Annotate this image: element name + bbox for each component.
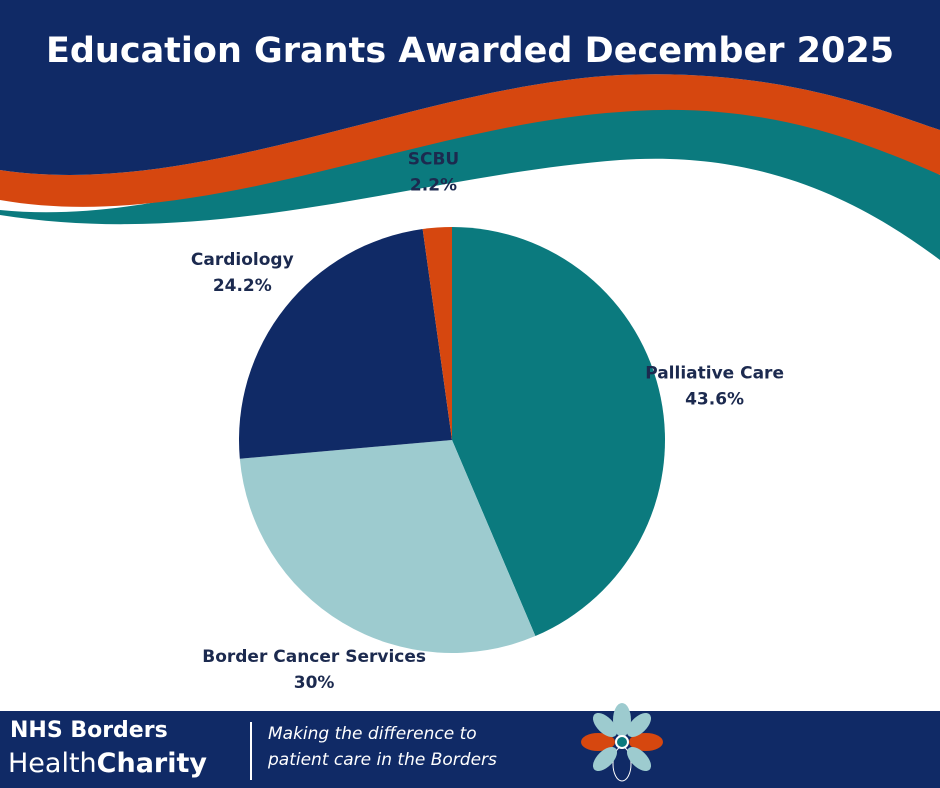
tagline: patient care in the Borders bbox=[267, 750, 497, 770]
slice-value-label: 30% bbox=[294, 673, 335, 693]
slice-label: Cardiology bbox=[191, 250, 294, 270]
slice-value-label: 24.2% bbox=[213, 276, 272, 296]
slice-value-label: 43.6% bbox=[685, 389, 744, 409]
org-name: NHS Borders bbox=[10, 718, 168, 743]
wave-orange bbox=[0, 74, 940, 207]
pie bbox=[239, 226, 666, 654]
chart-title: Education Grants Awarded December 2025 bbox=[46, 31, 894, 71]
org-charity: Charity bbox=[97, 748, 208, 779]
slice-label: Border Cancer Services bbox=[202, 647, 426, 667]
wave-teal bbox=[0, 93, 940, 260]
pie-slice bbox=[239, 229, 452, 459]
footer-band bbox=[0, 711, 940, 788]
logo bbox=[581, 703, 663, 782]
pie-slice bbox=[239, 440, 536, 654]
pie-slice bbox=[452, 226, 666, 637]
pie-slice bbox=[422, 227, 452, 440]
tagline: Making the difference to bbox=[268, 724, 477, 744]
slice-label: SCBU bbox=[408, 150, 459, 170]
header-band bbox=[0, 0, 940, 175]
org-subname: HealthCharity bbox=[8, 748, 207, 779]
slice-label: Palliative Care bbox=[645, 363, 784, 383]
org-health: Health bbox=[8, 748, 97, 779]
slice-value-label: 2.2% bbox=[410, 176, 457, 196]
